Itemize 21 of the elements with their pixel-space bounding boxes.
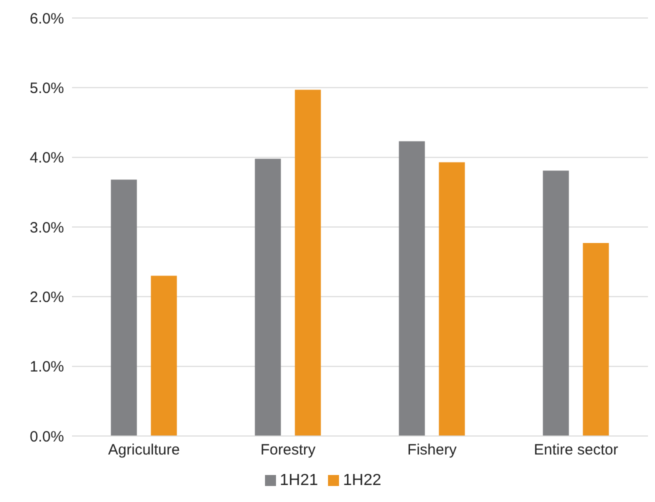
bar: [150, 276, 177, 436]
legend-label: 1H21: [280, 472, 318, 489]
y-tick-label: 5.0%: [30, 80, 64, 97]
y-tick-label: 1.0%: [30, 358, 64, 376]
y-tick-label: 6.0%: [30, 10, 64, 28]
y-tick-label: 3.0%: [30, 219, 64, 236]
bar: [582, 243, 609, 436]
x-tick-label: Forestry: [260, 442, 316, 459]
bar: [398, 141, 425, 436]
bar: [438, 162, 465, 436]
y-tick-label: 2.0%: [30, 288, 64, 306]
legend-label: 1H22: [343, 472, 382, 489]
y-tick-label: 0.0%: [30, 428, 64, 446]
x-tick-label: Agriculture: [108, 442, 180, 459]
x-tick-label: Fishery: [407, 442, 458, 459]
bar: [542, 170, 569, 436]
bar: [294, 90, 321, 436]
bar: [254, 158, 281, 436]
y-tick-label: 4.0%: [30, 150, 64, 167]
bar: [110, 180, 137, 436]
x-tick-label: Entire sector: [534, 442, 618, 459]
